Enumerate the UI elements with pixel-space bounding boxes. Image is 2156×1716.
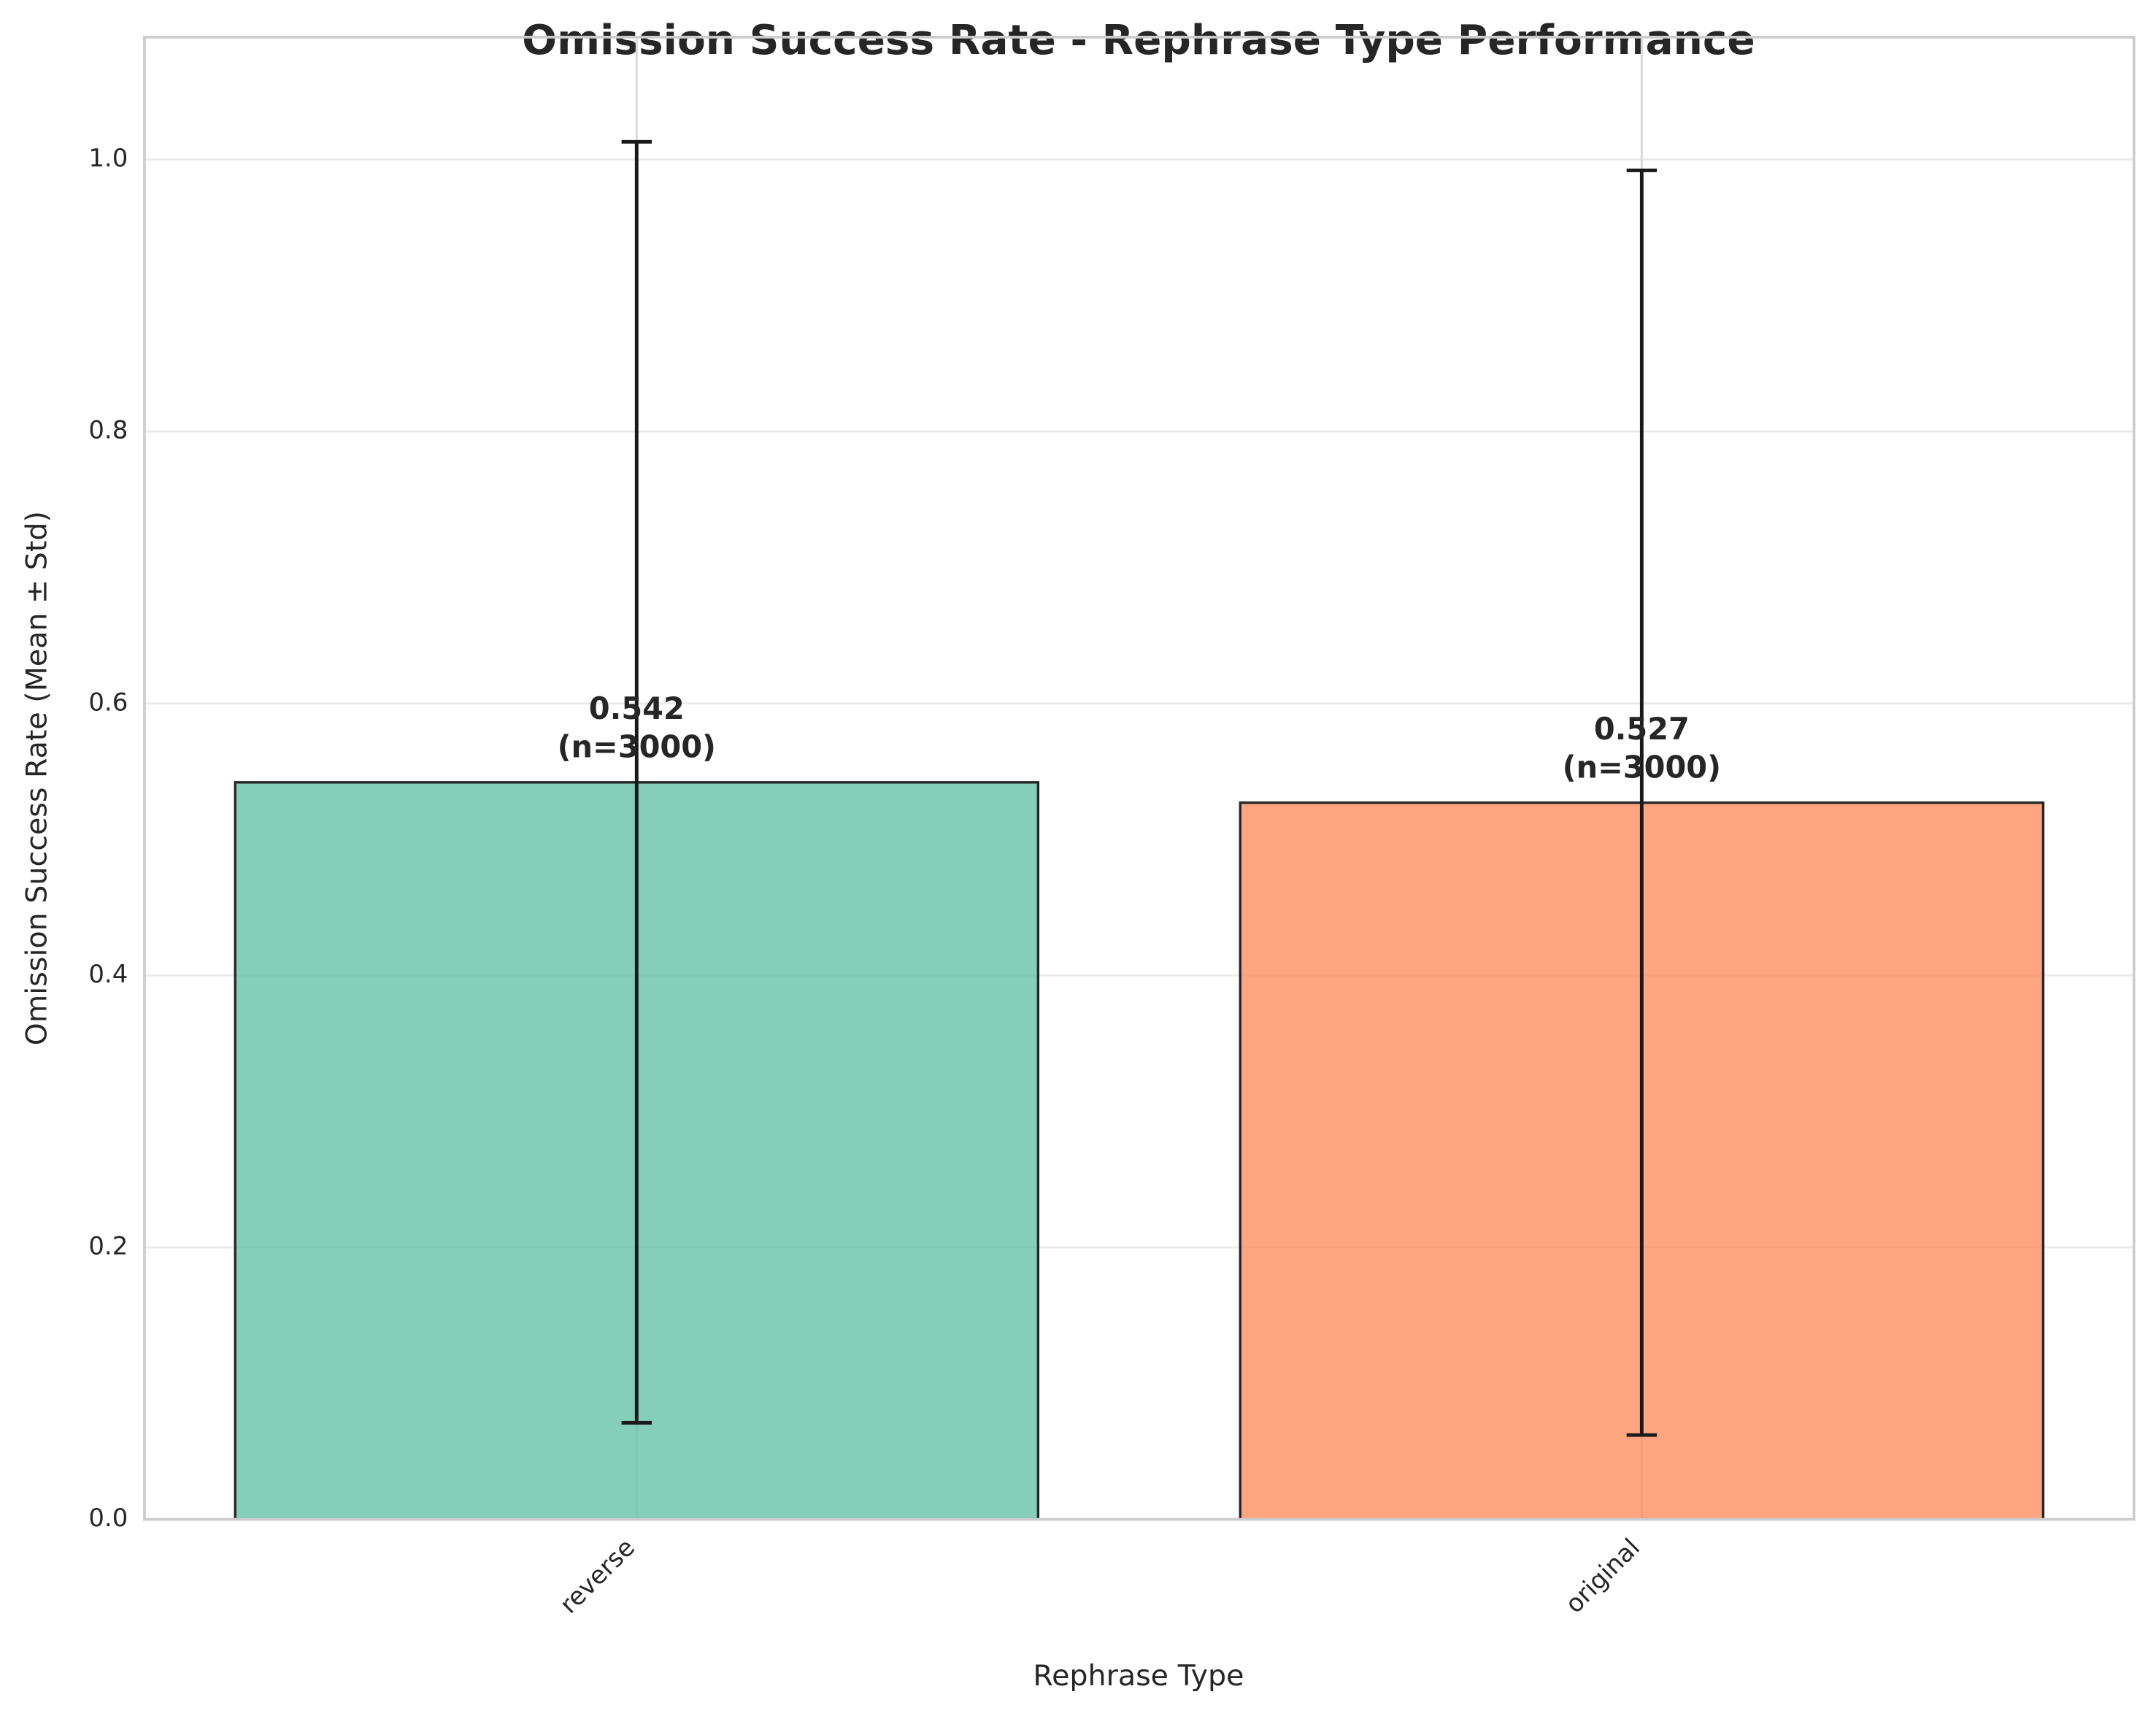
value-label: 0.542 xyxy=(589,691,685,726)
chart-title: Omission Success Rate - Rephrase Type Pe… xyxy=(522,17,1755,64)
value-label: 0.527 xyxy=(1594,712,1690,747)
y-tick-label: 0.8 xyxy=(88,416,128,445)
count-label: (n=3000) xyxy=(558,730,716,765)
y-axis-label: Omission Success Rate (Mean ± Std) xyxy=(20,511,53,1045)
count-label: (n=3000) xyxy=(1563,750,1721,785)
y-tick-label: 0.0 xyxy=(88,1504,128,1532)
y-tick-label: 1.0 xyxy=(88,144,128,172)
x-axis-label: Rephrase Type xyxy=(1033,1659,1244,1693)
y-tick-label: 0.2 xyxy=(88,1231,128,1260)
y-tick-label: 0.6 xyxy=(88,688,128,716)
y-tick-label: 0.4 xyxy=(88,960,128,988)
plot-frame xyxy=(143,35,2136,1521)
